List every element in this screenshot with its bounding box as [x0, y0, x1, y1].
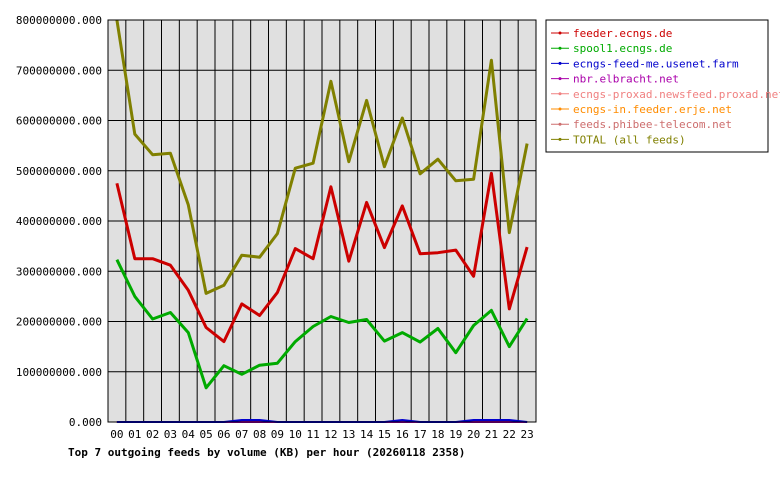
y-tick-label: 300000000.000 [16, 265, 102, 278]
x-tick-label: 20 [467, 428, 480, 441]
x-tick-label: 11 [306, 428, 319, 441]
legend-label: TOTAL (all feeds) [573, 133, 686, 146]
y-tick-label: 0.000 [69, 416, 102, 429]
x-tick-label: 01 [128, 428, 141, 441]
x-tick-label: 04 [182, 428, 196, 441]
series-line-feeder-ecngs-de [115, 171, 529, 344]
x-tick-label: 21 [485, 428, 498, 441]
x-tick-label: 03 [164, 428, 177, 441]
x-tick-label: 19 [449, 428, 462, 441]
x-tick-label: 05 [199, 428, 212, 441]
legend-label: ecngs-in.feeder.erje.net [573, 103, 732, 116]
x-tick-label: 23 [520, 428, 533, 441]
x-tick-label: 15 [378, 428, 391, 441]
x-tick-label: 13 [342, 428, 355, 441]
series-line-total-all-feeds- [115, 19, 529, 295]
legend-box [545, 19, 769, 153]
x-axis-ticks: 00 01 02 03 04 05 06 07 08 09 10 11 12 13 14 15 16 17 18 19… [110, 428, 533, 441]
x-tick-label: 00 [110, 428, 123, 441]
y-tick-label: 700000000.000 [16, 64, 102, 77]
legend-marker [558, 77, 562, 81]
y-tick-label: 100000000.000 [16, 366, 102, 379]
x-tick-label: 08 [253, 428, 266, 441]
x-tick-label: 09 [271, 428, 284, 441]
legend-marker [558, 46, 562, 50]
legend-marker [558, 92, 562, 96]
legend-marker [558, 122, 562, 126]
y-tick-label: 800000000.000 [16, 14, 102, 27]
series-line-spool1-ecngs-de [115, 259, 529, 390]
x-tick-label: 02 [146, 428, 159, 441]
legend-label: feeds.phibee-telecom.net [573, 118, 732, 131]
chart-title: Top 7 outgoing feeds by volume (KB) per … [68, 446, 465, 459]
plot-border [107, 19, 537, 423]
x-tick-label: 18 [431, 428, 444, 441]
x-tick-label: 06 [217, 428, 230, 441]
legend-marker [558, 137, 562, 141]
x-tick-label: 22 [503, 428, 516, 441]
y-axis-ticks: 0.000 100000000.000 200000000.000 300000000… [16, 14, 102, 429]
y-tick-label: 200000000.000 [16, 316, 102, 329]
y-tick-label: 400000000.000 [16, 215, 102, 228]
legend-label: nbr.elbracht.net [573, 73, 679, 86]
legend-label: spool1.ecngs.de [573, 42, 672, 55]
x-tick-label: 07 [235, 428, 248, 441]
y-tick-label: 500000000.000 [16, 165, 102, 178]
legend-marker [558, 31, 562, 35]
legend-marker [558, 107, 562, 111]
legend-label: feeder.ecngs.de [573, 27, 672, 40]
x-tick-label: 12 [324, 428, 337, 441]
x-tick-label: 16 [396, 428, 409, 441]
x-tick-label: 17 [413, 428, 426, 441]
y-tick-label: 600000000.000 [16, 115, 102, 128]
legend-label: ecngs-proxad.newsfeed.proxad.net [573, 88, 780, 101]
x-tick-label: 10 [289, 428, 302, 441]
legend-label: ecngs-feed-me.usenet.farm [573, 57, 739, 70]
legend-marker [558, 61, 562, 65]
x-tick-label: 14 [360, 428, 374, 441]
legend: feeder.ecngs.de spool1.ecngs.de ecngs-feed… [545, 19, 780, 153]
